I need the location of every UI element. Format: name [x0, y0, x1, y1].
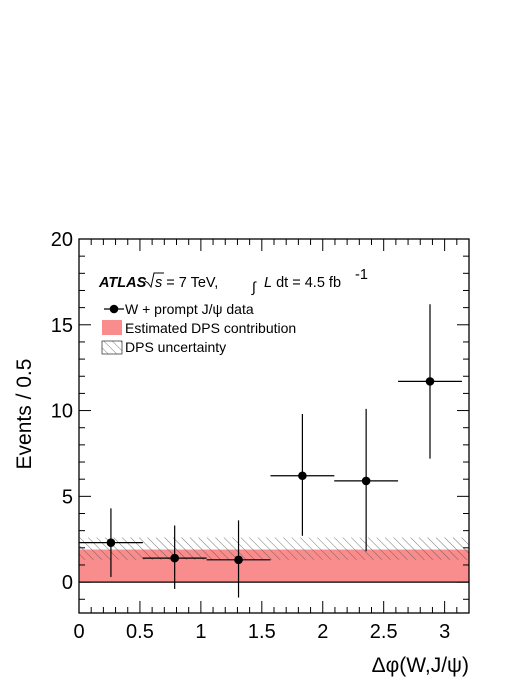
data-point — [142, 525, 207, 589]
data-marker — [298, 471, 307, 481]
legend-uncertainty-label: DPS uncertainty — [125, 339, 226, 355]
data-marker — [361, 476, 371, 486]
lumi-exponent: -1 — [355, 267, 368, 283]
x-tick-label: 3 — [439, 621, 450, 643]
data-marker — [106, 538, 116, 547]
data-marker — [170, 553, 179, 563]
y-tick-label: 10 — [51, 401, 73, 423]
data-point — [206, 520, 271, 598]
x-tick-label: 1 — [195, 621, 206, 643]
x-tick-label: 2 — [317, 621, 328, 643]
atlas-annotation: ATLAS s = 7 TeV, ∫ L dt = 4.5 fb -1 — [98, 267, 368, 296]
tick-labels: 0 0.5 1 1.5 2 2.5 3 0 5 10 15 20 — [51, 229, 450, 643]
data-point — [334, 408, 399, 552]
y-tick-label: 0 — [62, 572, 73, 594]
energy-label: s = 7 TeV, — [155, 275, 218, 291]
integral-sign: ∫ — [251, 280, 257, 296]
x-axis-title: Δφ(W,J/ψ) — [372, 654, 469, 677]
y-tick-label: 20 — [51, 229, 73, 251]
data-point — [398, 304, 462, 459]
x-tick-label: 0 — [73, 621, 84, 643]
data-marker — [425, 377, 435, 386]
data-point — [270, 413, 335, 536]
legend-marker-dot — [109, 304, 119, 314]
data-point — [79, 508, 143, 577]
legend-uncertainty-swatch — [101, 340, 123, 355]
x-tick-label: 0.5 — [126, 621, 154, 643]
dps-bands — [79, 537, 469, 583]
lumi-label: L dt = 4.5 fb — [264, 275, 341, 291]
x-tick-label: 1.5 — [248, 621, 276, 643]
legend-dps-label: Estimated DPS contribution — [125, 320, 296, 336]
legend-data-marker — [104, 304, 124, 314]
legend-dps-swatch — [102, 320, 122, 335]
atlas-label: ATLAS — [98, 275, 147, 291]
data-points — [79, 304, 462, 598]
data-marker — [234, 555, 243, 565]
legend: W + prompt J/ψ data Estimated DPS contri… — [101, 301, 296, 355]
sqrt-sign — [144, 272, 164, 289]
sqrt-stroke — [144, 272, 164, 289]
y-axis-title: Events / 0.5 — [13, 359, 36, 470]
y-tick-label: 5 — [62, 486, 73, 508]
x-tick-label: 2.5 — [370, 621, 398, 643]
legend-data-label: W + prompt J/ψ data — [125, 301, 254, 317]
y-tick-label: 15 — [51, 315, 73, 337]
dps-uncertainty-band — [79, 537, 469, 560]
axis-ticks — [78, 238, 470, 613]
